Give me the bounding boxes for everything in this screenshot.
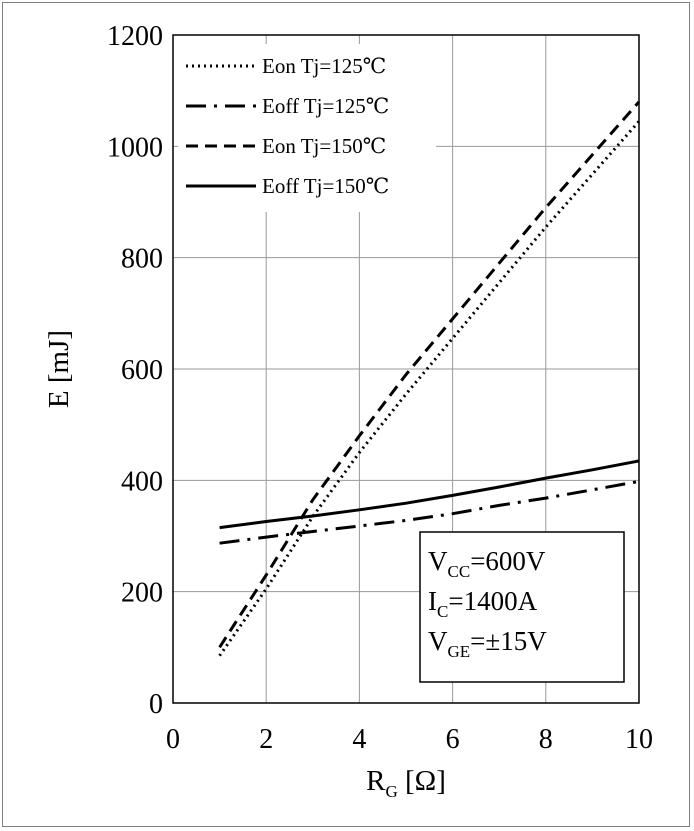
- x-tick-label: 4: [352, 724, 366, 755]
- y-tick-label: 800: [121, 244, 163, 275]
- y-axis-title: E [mJ]: [43, 330, 75, 408]
- x-tick-label: 2: [259, 724, 273, 755]
- condition-text: VGE=±15V: [428, 626, 547, 661]
- y-tick-label: 600: [121, 355, 163, 386]
- x-tick-label: 6: [446, 724, 460, 755]
- y-tick-label: 0: [149, 689, 163, 720]
- plot-area-border: [172, 34, 640, 704]
- legend: Eon Tj=125℃ Eoff Tj=125℃ Eon Tj=150℃ Eoff T…: [178, 44, 436, 212]
- series-line: [219, 459, 640, 530]
- legend-label: Eoff Tj=150℃: [262, 174, 389, 198]
- legend-label: Eon Tj=150℃: [262, 134, 386, 158]
- x-tick-label: 0: [166, 724, 180, 755]
- condition-text: VCC=600V: [428, 546, 546, 581]
- legend-label: Eoff Tj=125℃: [262, 94, 389, 118]
- legend-label: Eon Tj=125℃: [262, 54, 386, 78]
- conditions-border: [419, 531, 625, 683]
- condition-text: IC=1400A: [428, 586, 538, 621]
- x-axis-title: RG [Ω]: [366, 765, 446, 801]
- legend-background: [178, 44, 436, 212]
- x-tick-labels: 0 2 4 6 8 10: [166, 724, 653, 755]
- series-line: [219, 479, 640, 545]
- y-tick-label: 200: [121, 578, 163, 609]
- x-tick-label: 10: [625, 724, 653, 755]
- y-tick-label: 1000: [107, 132, 163, 163]
- y-tick-labels: 0 200 400 600 800 1000 1200: [107, 21, 163, 720]
- conditions-box: VCC=600V IC=1400A VGE=±15V: [419, 531, 625, 683]
- series-group: [218, 100, 641, 657]
- series-line: [218, 100, 641, 649]
- y-tick-label: 400: [121, 466, 163, 497]
- x-tick-label: 8: [539, 724, 553, 755]
- y-tick-label: 1200: [107, 21, 163, 52]
